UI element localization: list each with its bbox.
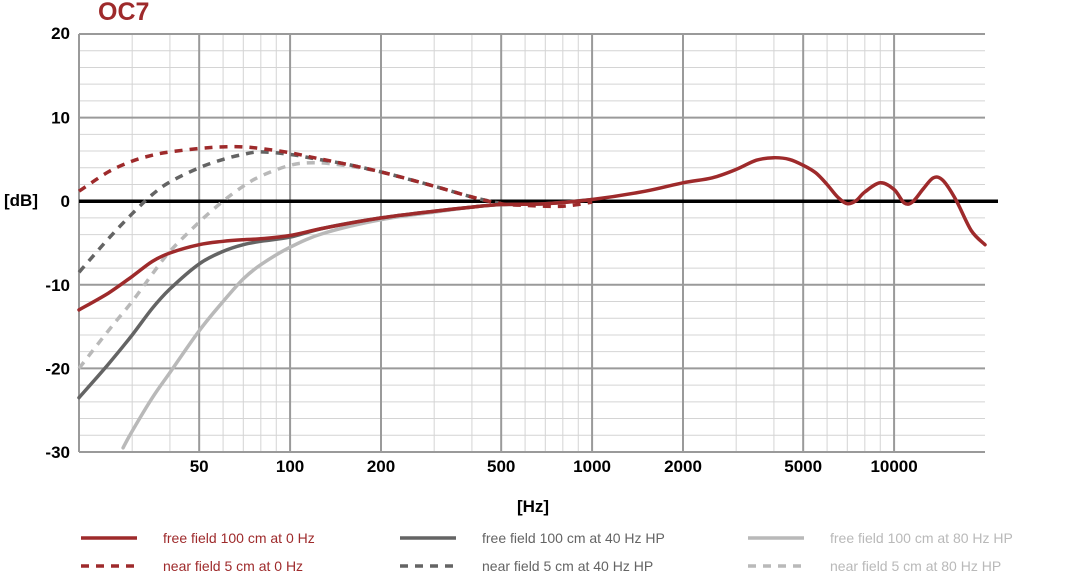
y-tick-label: -10 xyxy=(45,276,70,295)
x-tick-label: 5000 xyxy=(784,457,822,476)
x-tick-label: 2000 xyxy=(664,457,702,476)
y-tick-label: 0 xyxy=(61,192,70,211)
series-line-5 xyxy=(77,160,502,370)
x-tick-label: 100 xyxy=(276,457,304,476)
x-tick-label: 50 xyxy=(190,457,209,476)
y-tick-label: 20 xyxy=(51,24,70,43)
y-tick-label: -30 xyxy=(45,443,70,462)
series-line-2 xyxy=(121,202,503,450)
legend-label-3: near field 5 cm at 0 Hz xyxy=(163,558,303,574)
x-tick-labels: 50 100 200 500 1000 2000 5000 10000 xyxy=(190,457,918,476)
minor-gridlines xyxy=(79,34,985,452)
y-tick-label: 10 xyxy=(51,109,70,128)
x-tick-label: 1000 xyxy=(573,457,611,476)
legend-label-4: near field 5 cm at 40 Hz HP xyxy=(482,558,653,574)
legend: free field 100 cm at 0 Hz free field 100 … xyxy=(81,530,1013,574)
series-lines xyxy=(77,144,987,450)
legend-label-1: free field 100 cm at 40 Hz HP xyxy=(482,530,665,546)
legend-label-2: free field 100 cm at 80 Hz HP xyxy=(830,530,1013,546)
x-tick-label: 500 xyxy=(487,457,515,476)
y-tick-label: -20 xyxy=(45,359,70,378)
x-tick-label: 200 xyxy=(367,457,395,476)
y-tick-labels: 20 10 0 -10 -20 -30 xyxy=(45,24,70,462)
series-line-4 xyxy=(77,150,502,274)
chart-title: OC7 xyxy=(98,0,149,26)
y-axis-label: [dB] xyxy=(4,191,38,210)
major-gridlines xyxy=(78,33,985,453)
series-line-3 xyxy=(78,144,593,209)
x-tick-label: 10000 xyxy=(870,457,917,476)
legend-label-0: free field 100 cm at 0 Hz xyxy=(163,530,315,546)
x-axis-label: [Hz] xyxy=(517,497,549,516)
legend-label-5: near field 5 cm at 80 Hz HP xyxy=(830,558,1001,574)
series-line-0 xyxy=(77,155,987,312)
